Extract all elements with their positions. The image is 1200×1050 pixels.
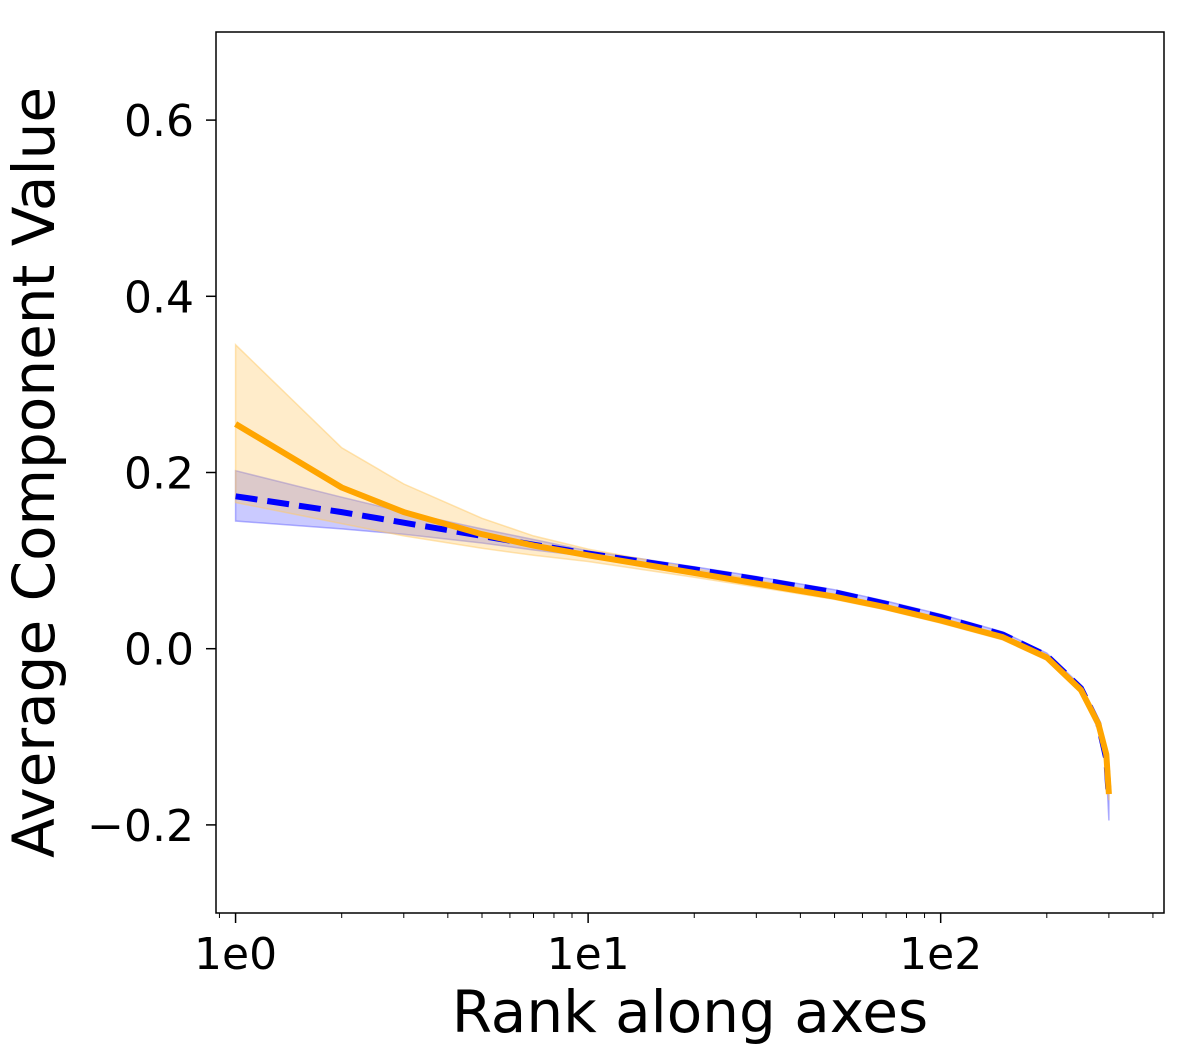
x-axis-title: Rank along axes — [452, 978, 929, 1046]
y-tick-label: −0.2 — [87, 801, 194, 852]
y-tick-label: 0.2 — [124, 449, 194, 500]
x-tick-label: 1e0 — [194, 929, 277, 980]
series-2-line — [234, 421, 1112, 795]
series-1-line — [235, 493, 1112, 799]
series-2-band — [234, 343, 1110, 801]
y-tick-label: 0.4 — [124, 272, 194, 323]
y-tick-label: 0.0 — [124, 625, 194, 676]
x-tick-label: 1e2 — [899, 929, 982, 980]
confidence-bands — [234, 343, 1110, 821]
y-axis-title: Average Component Value — [0, 87, 68, 858]
y-tick-label: 0.6 — [124, 96, 194, 147]
series-lines — [234, 421, 1112, 799]
x-tick-label: 1e1 — [547, 929, 630, 980]
y-axis-ticks: 0.6 0.4 0.2 0.0 −0.2 — [87, 96, 216, 852]
x-axis-ticks: 1e0 1e1 1e2 — [194, 913, 1154, 980]
